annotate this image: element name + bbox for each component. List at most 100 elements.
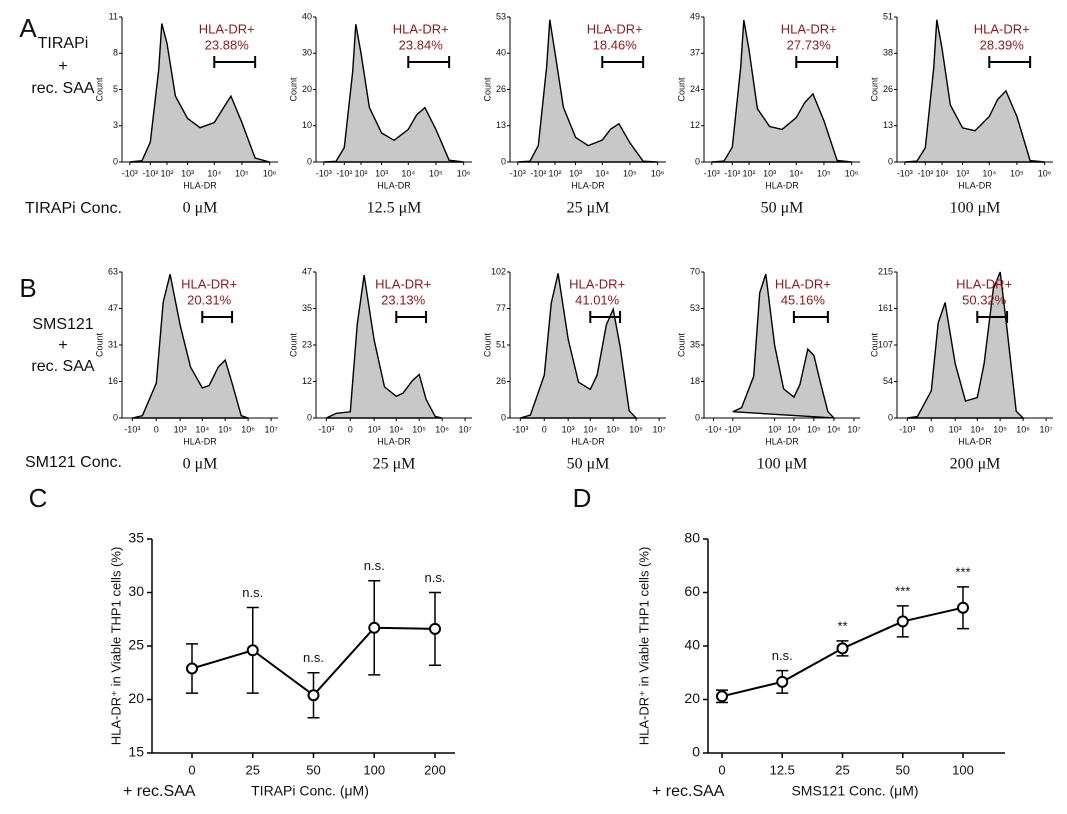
x-tick-label: 25 <box>835 762 849 777</box>
x-tick-label: 10⁴ <box>401 168 415 178</box>
y-tick-label: 30 <box>128 583 144 599</box>
x-tick-label: 10⁵ <box>218 424 232 434</box>
panel-label: A <box>19 13 37 43</box>
marker <box>368 621 381 634</box>
y-tick-label: 35 <box>128 530 144 546</box>
x-tick-label: 10⁶ <box>827 424 841 434</box>
y-tick-label: 215 <box>878 266 893 276</box>
x-tick-label: -10⁴ <box>705 424 722 434</box>
row-label: rec. SAA <box>31 80 94 97</box>
x-axis-label: HLA-DR <box>958 180 992 190</box>
y-axis-label: HLA-DR⁺ in Viable THP1 cells (%) <box>636 547 651 746</box>
y-tick-label: 161 <box>878 303 893 313</box>
x-tick-label: 10⁵ <box>993 424 1007 434</box>
gate-name: HLA-DR+ <box>781 21 837 36</box>
histogram-area <box>517 19 658 163</box>
row-label: rec. SAA <box>31 358 94 375</box>
x-tick-label: 10⁴ <box>787 424 801 434</box>
x-tick-label: 10² <box>355 168 368 178</box>
y-tick-label: 25 <box>128 637 144 653</box>
x-tick-label: 200 <box>424 762 446 777</box>
y-axis-label: Count <box>482 77 492 102</box>
x-tick-label: 10⁶ <box>457 168 471 178</box>
y-tick-label: 12 <box>690 120 700 130</box>
y-axis-label: Count <box>288 333 298 358</box>
histogram-area <box>326 274 443 419</box>
y-tick-label: 20 <box>302 84 312 94</box>
x-tick-label: -10³ <box>316 168 332 178</box>
caption: 0 μM <box>183 200 218 217</box>
x-axis-label: HLA-DR <box>183 436 217 446</box>
panel-label: C <box>29 483 48 513</box>
x-tick-label: 10³ <box>768 424 781 434</box>
marker <box>186 662 198 675</box>
y-tick-label: 13 <box>496 120 506 130</box>
y-tick-label: 31 <box>108 339 118 349</box>
x-axis-label: HLA-DR <box>765 180 799 190</box>
annotation: n.s. <box>242 585 263 600</box>
x-tick-label: 10⁴ <box>389 424 403 434</box>
x-tick-label: 10⁴ <box>982 168 996 178</box>
histogram-area <box>732 273 836 419</box>
gate-bracket <box>792 311 829 323</box>
annotation: n.s. <box>303 650 324 665</box>
y-tick-label: 15 <box>128 744 144 760</box>
y-tick-label: 26 <box>883 84 893 94</box>
x-tick-label: 10³ <box>562 424 575 434</box>
marker <box>836 642 849 655</box>
y-tick-label: 63 <box>108 266 118 276</box>
histogram-area <box>129 23 270 163</box>
x-tick-label: 0 <box>718 762 725 777</box>
x-tick-label: 50 <box>306 762 320 777</box>
gate-percent: 23.88% <box>205 37 250 52</box>
gate-percent: 18.46% <box>593 37 638 52</box>
caption: 100 μM <box>950 200 1001 217</box>
caption: 25 μM <box>567 200 610 217</box>
y-tick-label: 70 <box>690 266 700 276</box>
x-axis-label: HLA-DR <box>377 436 411 446</box>
panel-label: D <box>573 483 592 513</box>
x-tick-label: -10³ <box>122 168 138 178</box>
x-axis-label: SMS121 Conc. (μM) <box>791 783 918 799</box>
x-tick-label: 10² <box>743 168 756 178</box>
y-tick-label: 0 <box>695 412 700 422</box>
x-tick-label: 10⁶ <box>629 424 643 434</box>
x-tick-label: 10³ <box>181 168 194 178</box>
gate-bracket <box>976 311 1009 323</box>
gate-bracket <box>201 311 234 323</box>
gate-bracket <box>601 56 645 68</box>
y-axis-label: Count <box>676 77 686 102</box>
annotation: n.s. <box>364 558 385 573</box>
y-tick-label: 54 <box>883 376 893 386</box>
y-axis-label: Count <box>288 77 298 102</box>
x-tick-label: 10² <box>936 168 949 178</box>
x-tick-label: 10⁵ <box>807 424 821 434</box>
gate-bracket <box>795 56 839 68</box>
y-tick-label: 49 <box>690 11 700 21</box>
y-tick-label: 37 <box>690 48 700 58</box>
x-tick-label: 10⁴ <box>207 168 221 178</box>
x-tick-label: -10² <box>142 168 158 178</box>
gate-percent: 41.01% <box>575 292 620 307</box>
gate-bracket <box>988 56 1032 68</box>
y-tick-label: 47 <box>108 303 118 313</box>
y-tick-label: 20 <box>684 690 700 706</box>
y-axis-label: Count <box>676 333 686 358</box>
gate-percent: 20.31% <box>187 292 232 307</box>
x-tick-label: 10⁷ <box>264 424 277 434</box>
x-tick-label: 10⁵ <box>235 168 249 178</box>
y-tick-label: 51 <box>883 11 893 21</box>
x-tick-label: -10³ <box>512 424 528 434</box>
caption: 50 μM <box>761 200 804 217</box>
row-label: + <box>58 58 67 75</box>
x-tick-label: 10⁴ <box>970 424 984 434</box>
y-tick-label: 53 <box>690 303 700 313</box>
y-tick-label: 0 <box>307 156 312 166</box>
y-tick-label: 60 <box>684 583 700 599</box>
x-tick-label: -10² <box>724 168 740 178</box>
x-axis-label: HLA-DR <box>571 180 605 190</box>
x-tick-label: 10⁶ <box>1016 424 1030 434</box>
x-tick-label: 10⁴ <box>583 424 597 434</box>
gate-percent: 23.84% <box>399 37 444 52</box>
x-tick-label: -10² <box>917 168 933 178</box>
